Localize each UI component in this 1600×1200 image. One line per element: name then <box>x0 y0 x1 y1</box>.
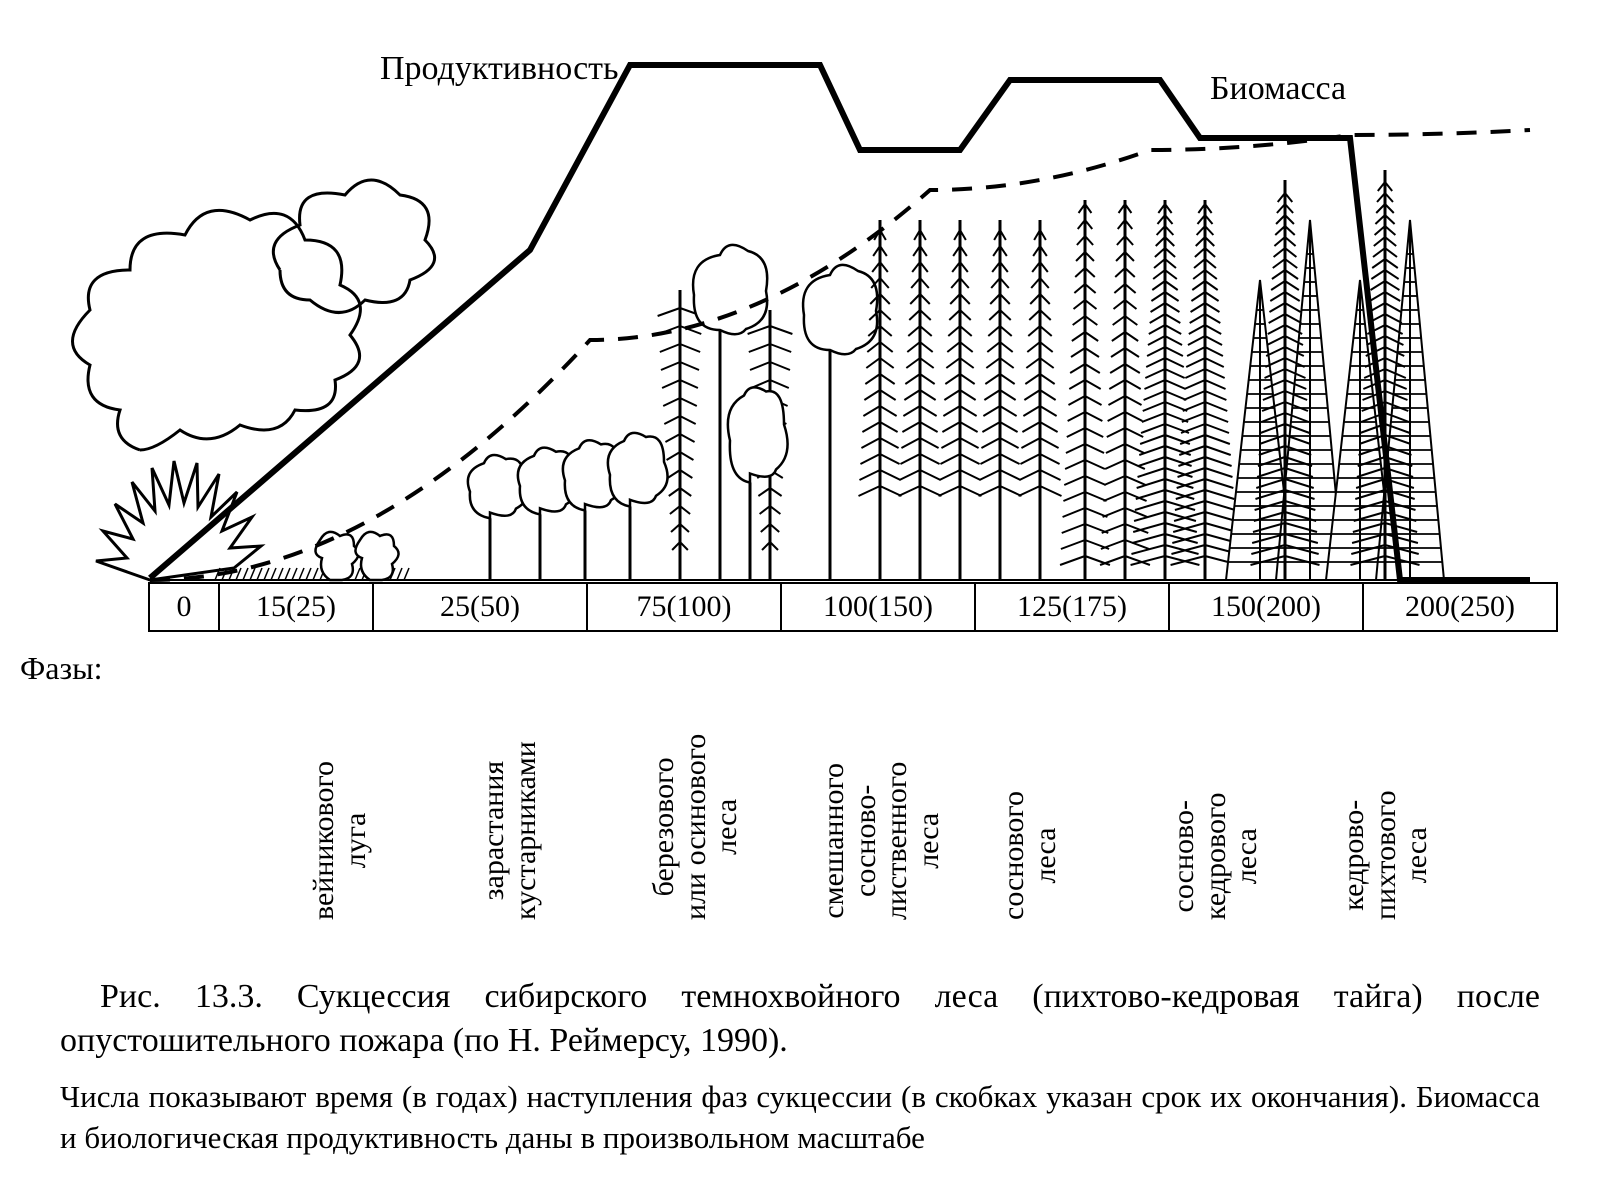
timeline-cell: 125(175) <box>976 584 1170 630</box>
figure-caption: Рис. 13.3. Сукцессия сибирского темнохво… <box>60 975 1540 1158</box>
phase-label: зарастания кустарниками <box>478 741 541 920</box>
phase-label: кедрово- пихтового леса <box>1338 790 1433 920</box>
productivity-label: Продуктивность <box>380 50 619 88</box>
succession-diagram-page: Продуктивность Биомасса 015(25)25(50)75(… <box>0 0 1600 1200</box>
phase-label: вейникового луга <box>308 761 371 920</box>
timeline-axis: 015(25)25(50)75(100)100(150)125(175)150(… <box>148 582 1558 632</box>
caption-title: Рис. 13.3. Сукцессия сибирского темнохво… <box>60 975 1540 1063</box>
timeline-cell: 100(150) <box>782 584 976 630</box>
caption-note: Числа показывают время (в годах) наступл… <box>60 1077 1540 1158</box>
timeline-cell: 200(250) <box>1364 584 1556 630</box>
diagram-svg <box>30 20 1570 630</box>
phase-label: сосново- кедрового леса <box>1168 792 1263 920</box>
timeline-cell: 0 <box>150 584 220 630</box>
phase-label: смешанного сосново- лиственного леса <box>818 762 944 920</box>
phases-header: Фазы: <box>20 650 103 687</box>
timeline-cell: 75(100) <box>588 584 782 630</box>
phase-label: соснового леса <box>998 791 1061 920</box>
timeline-cell: 150(200) <box>1170 584 1364 630</box>
biomass-label: Биомасса <box>1210 70 1346 108</box>
timeline-cell: 25(50) <box>374 584 588 630</box>
diagram-area: Продуктивность Биомасса 015(25)25(50)75(… <box>30 20 1570 620</box>
timeline-cell: 15(25) <box>220 584 374 630</box>
phase-label: березового или осинового леса <box>648 734 743 920</box>
